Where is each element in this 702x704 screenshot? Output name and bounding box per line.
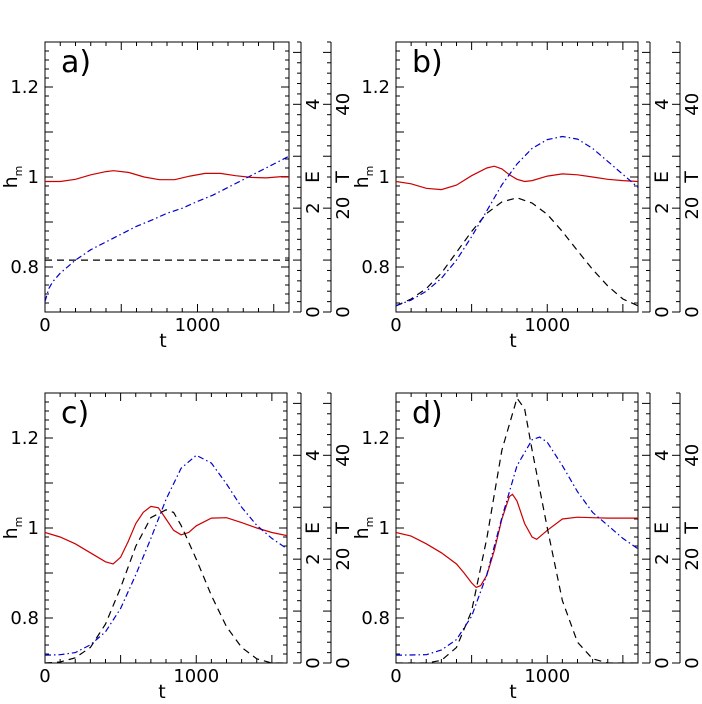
y-tick-label: 1.2: [361, 428, 390, 449]
e-axis-tick-label: 4: [652, 450, 673, 461]
x-axis-title: t: [509, 330, 516, 352]
plot-frame: [395, 392, 639, 664]
y-axis-title-main: h: [351, 527, 373, 539]
t-axis-tick-label: 40: [682, 93, 702, 116]
series-t-line: [45, 155, 289, 302]
x-tick-label: 0: [390, 666, 401, 687]
x-tick-label: 1000: [175, 315, 221, 336]
series-e-line: [396, 197, 638, 307]
x-tick-label: 0: [39, 315, 50, 336]
x-axis-title: t: [509, 681, 516, 703]
x-tick-label: 0: [390, 315, 401, 336]
y-tick-label: 1: [28, 167, 39, 188]
series-hm-line: [45, 505, 287, 565]
t-axis-title: T: [332, 171, 354, 184]
e-axis-tick-label: 2: [652, 553, 673, 564]
panel-4: 0.8 1 1.2 0 1000 t hm 0 2 4 E 0 20 40 Td): [351, 392, 702, 703]
t-axis-tick-label: 20: [333, 548, 354, 571]
y-tick-label: 1.2: [10, 77, 39, 98]
t-axis-title: T: [681, 171, 702, 184]
e-axis-tick-label: 2: [303, 202, 324, 213]
series-t-line: [45, 454, 287, 656]
y-axis-title-sub: m: [12, 166, 25, 177]
e-axis-tick-label: 0: [652, 657, 673, 668]
y-axis-title: hm: [351, 517, 376, 540]
x-axis-title: t: [158, 681, 165, 703]
e-axis-tick-label: 0: [303, 657, 324, 668]
x-tick-label: 1000: [173, 666, 219, 687]
plot-frame: [395, 41, 639, 313]
x-tick-label: 0: [39, 666, 50, 687]
e-axis-tick-label: 2: [652, 202, 673, 213]
panel-1: 0.8 1 1.2 0 1000 t hm 0 2 4 E 0 20 40 Ta): [0, 41, 354, 352]
y-axis-title-main: h: [0, 176, 22, 188]
e-axis-tick-label: 0: [303, 306, 324, 317]
y-tick-label: 0.8: [10, 608, 39, 629]
y-tick-label: 0.8: [361, 608, 390, 629]
t-axis-tick-label: 40: [333, 93, 354, 116]
e-axis-tick-label: 2: [303, 553, 324, 564]
t-axis-title: T: [332, 522, 354, 535]
y-axis-title: hm: [0, 517, 25, 540]
t-axis-tick-label: 0: [333, 657, 354, 668]
y-tick-label: 1: [379, 518, 390, 539]
y-axis-title-main: h: [0, 527, 22, 539]
t-axis-tick-label: 0: [333, 306, 354, 317]
t-axis-tick-label: 20: [333, 197, 354, 220]
y-tick-label: 1.2: [361, 77, 390, 98]
series-t-line: [396, 436, 638, 656]
e-axis-title: E: [302, 522, 324, 534]
panel-3: 0.8 1 1.2 0 1000 t hm 0 2 4 E 0 20 40 Tc): [0, 392, 354, 703]
panel-label: a): [61, 45, 91, 80]
e-axis-title: E: [651, 522, 673, 534]
y-tick-label: 1: [379, 167, 390, 188]
series-hm-line: [396, 493, 638, 589]
t-axis-tick-label: 0: [682, 306, 702, 317]
series-hm-line: [396, 165, 638, 191]
y-tick-label: 0.8: [361, 257, 390, 278]
plot-frame: [44, 392, 288, 664]
e-axis-tick-label: 0: [652, 306, 673, 317]
series-e-line: [45, 509, 287, 663]
series-t-line: [396, 135, 638, 307]
y-axis-title-sub: m: [363, 517, 376, 528]
y-axis-title-sub: m: [12, 517, 25, 528]
series-hm-line: [45, 170, 289, 183]
e-axis-tick-label: 4: [303, 450, 324, 461]
t-axis-tick-label: 20: [682, 548, 702, 571]
y-axis-title: hm: [0, 166, 25, 189]
y-tick-label: 1: [28, 518, 39, 539]
x-tick-label: 1000: [524, 315, 570, 336]
y-tick-label: 0.8: [10, 257, 39, 278]
e-axis-title: E: [651, 171, 673, 183]
t-axis-tick-label: 40: [333, 444, 354, 467]
panel-label: d): [412, 396, 443, 431]
x-tick-label: 1000: [524, 666, 570, 687]
t-axis-tick-label: 0: [682, 657, 702, 668]
panel-label: c): [61, 396, 89, 431]
y-axis-title: hm: [351, 166, 376, 189]
series-e-line: [396, 396, 638, 663]
t-axis-title: T: [681, 522, 702, 535]
panel-2: 0.8 1 1.2 0 1000 t hm 0 2 4 E 0 20 40 Tb): [351, 41, 702, 352]
y-tick-label: 1.2: [10, 428, 39, 449]
y-axis-title-main: h: [351, 176, 373, 188]
x-axis-title: t: [159, 330, 166, 352]
e-axis-tick-label: 4: [652, 99, 673, 110]
y-axis-title-sub: m: [363, 166, 376, 177]
panel-label: b): [412, 45, 443, 80]
e-axis-tick-label: 4: [303, 99, 324, 110]
t-axis-tick-label: 20: [682, 197, 702, 220]
e-axis-title: E: [302, 171, 324, 183]
t-axis-tick-label: 40: [682, 444, 702, 467]
